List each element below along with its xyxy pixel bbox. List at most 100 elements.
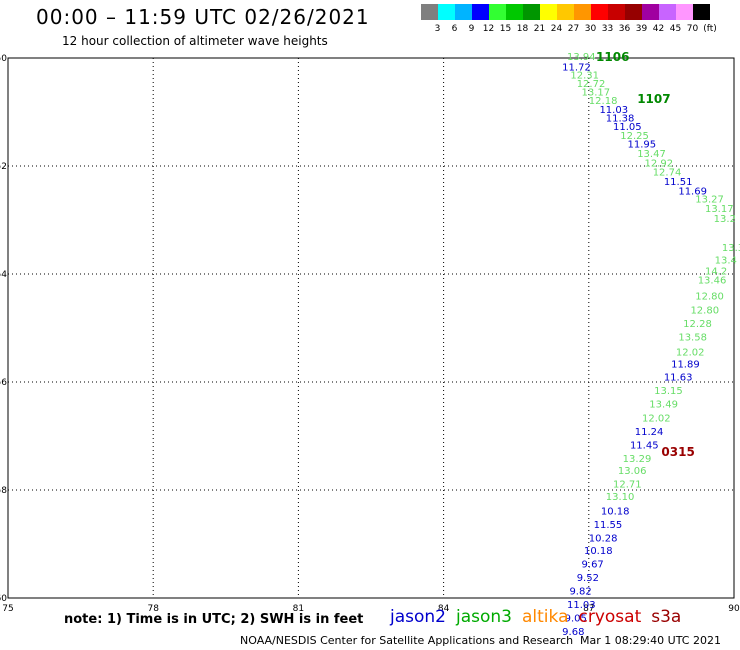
color-scale-label: 6 bbox=[451, 24, 458, 34]
x-tick-label: 75 bbox=[2, 604, 13, 614]
legend-altika: altika bbox=[522, 607, 569, 627]
color-scale-label: 70 bbox=[686, 24, 699, 34]
color-scale-unit: (ft) bbox=[703, 24, 717, 34]
legend-jason2: jason2 bbox=[390, 607, 446, 627]
color-scale-label: 21 bbox=[533, 24, 546, 34]
color-scale-label: 18 bbox=[516, 24, 529, 34]
wave-height-value: 13.47 bbox=[637, 149, 666, 160]
wave-height-value: 12.28 bbox=[683, 319, 712, 330]
wave-height-value: 11.55 bbox=[594, 520, 623, 531]
x-tick-label: 81 bbox=[293, 604, 304, 614]
wave-height-value: 11.05 bbox=[613, 122, 642, 133]
wave-height-value: 11.69 bbox=[678, 186, 707, 197]
wave-height-value: 12.92 bbox=[644, 158, 673, 169]
generated-timestamp: Mar 1 08:29:40 UTC 2021 bbox=[580, 634, 721, 647]
y-tick-label: -52 bbox=[0, 162, 7, 172]
color-scale-label: 9 bbox=[468, 24, 475, 34]
color-scale-label: 36 bbox=[618, 24, 631, 34]
wave-height-value: 11.63 bbox=[664, 373, 693, 384]
y-tick-label: -56 bbox=[0, 378, 7, 388]
satellite-legend: jason2 jason3 altika cryosat s3a bbox=[390, 607, 691, 627]
color-scale-label: 27 bbox=[567, 24, 580, 34]
color-scale-bar: 3 6 9 12 15 18 21 24 27 30 33 36 39 42 45 70 (ft) bbox=[421, 4, 727, 38]
wave-height-value: 9.05 bbox=[565, 614, 587, 625]
wave-height-value: 11.03 bbox=[567, 600, 596, 611]
wave-height-value: 12.25 bbox=[620, 131, 649, 142]
color-swatch bbox=[472, 4, 489, 20]
wave-height-value: 11.51 bbox=[664, 177, 693, 188]
wave-height-value: 9.68 bbox=[562, 627, 584, 638]
wave-height-value: 11.95 bbox=[628, 139, 657, 150]
color-scale-label: 24 bbox=[550, 24, 563, 34]
wave-height-value: 10.18 bbox=[601, 507, 630, 518]
wave-height-value: 11.03 bbox=[599, 105, 628, 116]
color-scale-label: 39 bbox=[635, 24, 648, 34]
color-swatch bbox=[438, 4, 455, 20]
wave-height-value: 13.29 bbox=[623, 454, 652, 465]
wave-height-value: 11.72 bbox=[562, 63, 591, 74]
color-scale-label: 33 bbox=[601, 24, 614, 34]
x-tick-label: 90 bbox=[728, 604, 740, 614]
wave-height-value: 11.89 bbox=[671, 360, 700, 371]
wave-height-value: 12.71 bbox=[613, 480, 642, 491]
footnote: note: 1) Time is in UTC; 2) SWH is in fe… bbox=[64, 612, 364, 627]
wave-height-value: 12.18 bbox=[589, 96, 618, 107]
wave-height-value: 12.31 bbox=[570, 70, 599, 81]
legend-jason3: jason3 bbox=[456, 607, 512, 627]
color-swatch bbox=[659, 4, 676, 20]
map-frame bbox=[7, 57, 735, 599]
track-id-label: 0315 bbox=[661, 445, 694, 459]
y-tick-label: -60 bbox=[0, 594, 7, 604]
wave-height-value: 12.80 bbox=[690, 306, 719, 317]
wave-height-value: 13.94 bbox=[567, 52, 596, 63]
y-tick-label: -58 bbox=[0, 486, 7, 496]
color-swatch bbox=[625, 4, 642, 20]
color-scale-label: 3 bbox=[434, 24, 441, 34]
wave-height-value: 12.80 bbox=[695, 292, 724, 303]
color-scale-label: 45 bbox=[669, 24, 682, 34]
wave-height-value: 13.17 bbox=[582, 88, 611, 99]
color-swatch bbox=[591, 4, 608, 20]
wave-height-value: 13.06 bbox=[618, 466, 647, 477]
wave-height-value: 10.28 bbox=[589, 534, 618, 545]
color-swatch bbox=[421, 4, 438, 20]
credit-line: NOAA/NESDIS Center for Satellite Applica… bbox=[240, 634, 574, 647]
color-swatch bbox=[540, 4, 557, 20]
wave-height-value: 12.02 bbox=[642, 414, 671, 425]
page-title: 00:00 – 11:59 UTC 02/26/2021 bbox=[36, 5, 370, 29]
wave-height-value: 13.58 bbox=[678, 333, 707, 344]
y-tick-label: -54 bbox=[0, 270, 7, 280]
wave-height-value: 13.10 bbox=[606, 492, 635, 503]
color-scale-label: 12 bbox=[482, 24, 495, 34]
color-scale-label: 15 bbox=[499, 24, 512, 34]
wave-height-value: 11.24 bbox=[635, 427, 664, 438]
wave-height-value: 9.67 bbox=[582, 560, 604, 571]
wave-height-value: 14.2 bbox=[705, 266, 727, 277]
wave-height-value: 11.45 bbox=[630, 441, 659, 452]
color-swatch bbox=[523, 4, 540, 20]
wave-height-value: 13.2 bbox=[714, 214, 736, 225]
page-subtitle: 12 hour collection of altimeter wave hei… bbox=[62, 34, 328, 48]
wave-height-value: 9.52 bbox=[577, 573, 599, 584]
color-swatch bbox=[693, 4, 710, 20]
wave-height-value: 13.27 bbox=[695, 194, 724, 205]
y-tick-label: -50 bbox=[0, 54, 7, 64]
wave-height-value: 13.4 bbox=[715, 256, 737, 267]
wave-height-value: 13.3 bbox=[722, 243, 740, 254]
color-swatch bbox=[608, 4, 625, 20]
wave-height-value: 13.49 bbox=[649, 400, 678, 411]
wave-height-value: 13.15 bbox=[654, 386, 683, 397]
color-swatch bbox=[642, 4, 659, 20]
wave-height-value: 9.82 bbox=[569, 587, 591, 598]
track-id-label: 1107 bbox=[637, 92, 670, 106]
color-swatch bbox=[489, 4, 506, 20]
color-swatch bbox=[574, 4, 591, 20]
wave-height-value: 13.46 bbox=[698, 275, 727, 286]
x-tick-label: 84 bbox=[438, 604, 450, 614]
wave-height-value: 10.18 bbox=[584, 546, 613, 557]
color-swatch bbox=[676, 4, 693, 20]
x-tick-label: 78 bbox=[147, 604, 159, 614]
track-id-label: 1106 bbox=[596, 50, 629, 64]
legend-cryosat: cryosat bbox=[578, 607, 642, 627]
